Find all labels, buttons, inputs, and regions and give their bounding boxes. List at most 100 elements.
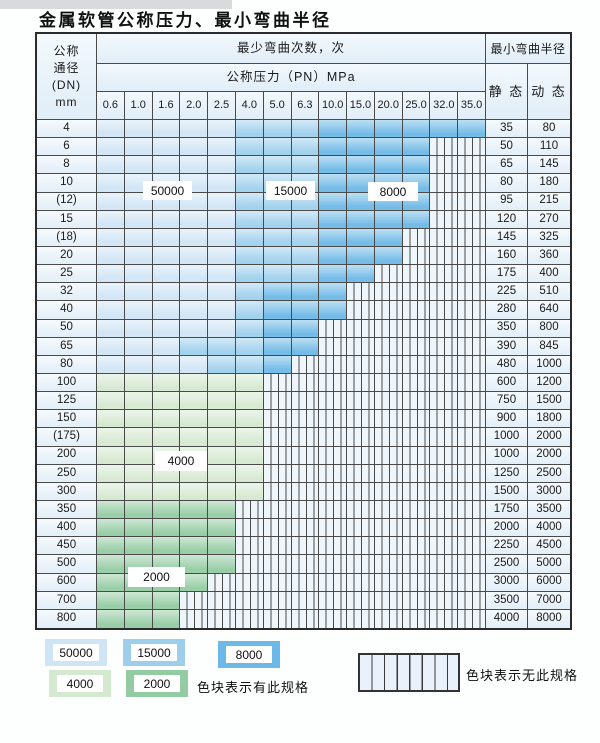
pressure-col-header: 15.0 — [347, 92, 375, 120]
pressure-cell — [402, 392, 431, 411]
dynamic-value-cell: 325 — [528, 228, 570, 247]
pressure-cell — [291, 609, 320, 628]
dn-cell: 20 — [37, 246, 97, 266]
dn-cell: 6 — [37, 138, 97, 157]
pressure-cell — [152, 428, 181, 447]
pressure-cell — [97, 319, 125, 338]
pressure-cell — [430, 410, 459, 429]
pressure-cell — [124, 246, 153, 266]
pressure-cell — [291, 301, 320, 320]
pressure-cell — [430, 537, 459, 556]
pressure-cell — [319, 301, 348, 320]
pressure-cell — [374, 573, 403, 592]
pressure-cell — [347, 464, 375, 483]
pressure-cell — [235, 555, 264, 574]
pressure-cell — [235, 120, 264, 139]
pressure-cell — [263, 120, 292, 139]
static-value-cell: 3500 — [486, 591, 528, 610]
pressure-cell — [124, 156, 153, 175]
pressure-cell — [458, 156, 486, 175]
legend-swatch-label: 8000 — [226, 646, 272, 663]
dynamic-value-cell: 1000 — [528, 355, 570, 374]
pressure-cell — [347, 319, 375, 338]
cycle-label-2000: 2000 — [128, 567, 185, 587]
pressure-cell — [458, 283, 486, 302]
dynamic-value-cell: 845 — [528, 337, 570, 356]
pressure-cell — [402, 373, 431, 393]
pressure-cell — [291, 210, 320, 229]
dynamic-value-cell: 215 — [528, 192, 570, 211]
pressure-cell — [319, 609, 348, 628]
pressure-cell — [402, 138, 431, 157]
pressure-cell — [347, 500, 375, 520]
static-value-cell: 95 — [486, 192, 528, 211]
pressure-cell — [402, 555, 431, 574]
pressure-cell — [319, 355, 348, 374]
dn-cell: 250 — [37, 464, 97, 483]
pressure-cell — [180, 337, 209, 356]
pressure-cell — [347, 482, 375, 501]
pressure-cell — [291, 283, 320, 302]
pressure-cell — [347, 120, 375, 139]
pressure-cell — [152, 120, 181, 139]
pressure-cell — [319, 464, 348, 483]
pressure-cell — [97, 373, 125, 393]
pressure-cell — [374, 156, 403, 175]
pressure-cell — [208, 192, 236, 211]
pressure-cell — [319, 192, 348, 211]
pressure-col-header: 1.0 — [124, 92, 153, 120]
pressure-cell — [291, 337, 320, 356]
pressure-cell — [235, 500, 264, 520]
pressure-cell — [208, 428, 236, 447]
pressure-cell — [263, 591, 292, 610]
pressure-cell — [208, 355, 236, 374]
pressure-cell — [291, 319, 320, 338]
pressure-cell — [97, 355, 125, 374]
pressure-cell — [347, 373, 375, 393]
pressure-cell — [208, 337, 236, 356]
dynamic-value-cell: 1500 — [528, 392, 570, 411]
legend-swatch-label: 2000 — [134, 675, 180, 692]
pressure-cell — [180, 482, 209, 501]
pressure-cell — [180, 609, 209, 628]
pressure-cell — [235, 156, 264, 175]
pressure-cell — [235, 228, 264, 247]
pressure-cell — [97, 138, 125, 157]
pressure-cell — [319, 138, 348, 157]
pressure-cell — [319, 210, 348, 229]
pressure-cell — [458, 392, 486, 411]
pressure-cell — [458, 573, 486, 592]
pressure-cell — [263, 301, 292, 320]
pressure-cell — [208, 537, 236, 556]
pressure-cell — [97, 446, 125, 465]
pressure-cell — [347, 192, 375, 211]
pressure-cell — [291, 228, 320, 247]
pressure-col-header: 0.6 — [97, 92, 125, 120]
pressure-cell — [235, 392, 264, 411]
pressure-cell — [347, 301, 375, 320]
pressure-cell — [208, 283, 236, 302]
pressure-cell — [263, 555, 292, 574]
static-value-cell: 2000 — [486, 519, 528, 538]
pressure-cell — [124, 319, 153, 338]
pressure-cell — [180, 428, 209, 447]
pressure-cell — [458, 228, 486, 247]
pressure-cell — [430, 283, 459, 302]
static-value-cell: 390 — [486, 337, 528, 356]
pressure-cell — [402, 609, 431, 628]
pressure-cell — [347, 246, 375, 266]
pressure-cell — [208, 500, 236, 520]
dynamic-value-cell: 3000 — [528, 482, 570, 501]
pressure-cell — [347, 573, 375, 592]
pressure-cell — [124, 355, 153, 374]
static-value-cell: 280 — [486, 301, 528, 320]
pressure-cell — [124, 210, 153, 229]
pressure-cell — [235, 301, 264, 320]
pressure-cell — [263, 446, 292, 465]
pressure-cell — [208, 392, 236, 411]
pressure-cell — [97, 555, 125, 574]
pressure-cell — [235, 446, 264, 465]
legend-swatch-label: 15000 — [131, 644, 177, 661]
pressure-cell — [430, 228, 459, 247]
dn-cell: 150 — [37, 410, 97, 429]
